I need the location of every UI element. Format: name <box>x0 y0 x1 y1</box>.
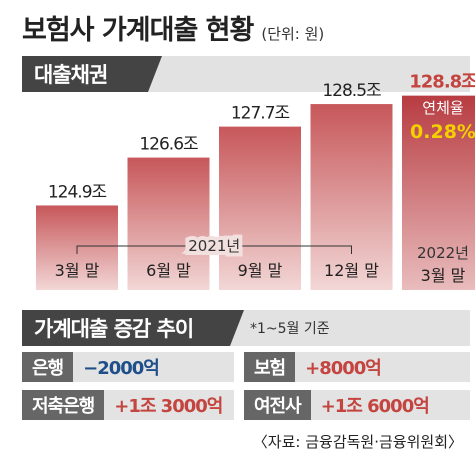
section1-band: 대출채권 <box>22 56 470 92</box>
category-label-2: 9월 말 <box>238 261 283 280</box>
year-label-2022: 2022년 <box>417 244 469 262</box>
bar-4 <box>402 95 475 290</box>
annotation-label: 연체율 <box>422 99 463 117</box>
change-savings-bank-label: 저축은행 <box>22 390 105 420</box>
category-label-4: 3월 말 <box>421 266 466 285</box>
change-bank-value: −2000억 <box>73 352 234 382</box>
change-insurance: 보험 +8000억 <box>244 352 470 382</box>
year-bracket-2021 <box>76 245 352 254</box>
bar-chart: 124.9조 126.6조 127.7조 128.5조 128.8조 3월 말 6월 말 9월… <box>36 72 475 290</box>
change-savings-bank: 저축은행 +1조 3000억 <box>22 390 234 420</box>
bar-value-label-0: 124.9조 <box>48 182 107 202</box>
change-credit-finance-label: 여전사 <box>244 390 311 420</box>
category-label-0: 3월 말 <box>55 261 100 280</box>
source-note: 〈자료: 금융감독원·금융위원회〉 <box>252 433 463 451</box>
change-insurance-value: +8000억 <box>295 352 470 382</box>
bar-value-label-1: 126.6조 <box>139 135 198 155</box>
bar-value-label-3: 128.5조 <box>322 81 381 101</box>
year-label-2021: 2021년 <box>188 237 240 255</box>
title-main: 보험사 가계대출 현황 <box>22 15 254 46</box>
title-unit: (단위: 원) <box>261 25 325 43</box>
section2-note: *1~5월 기준 <box>250 321 330 337</box>
bar-1 <box>127 157 210 290</box>
change-credit-finance-value: +1조 6000억 <box>310 390 470 420</box>
category-label-1: 6월 말 <box>146 261 191 280</box>
category-label-3: 12월 말 <box>324 261 379 280</box>
section1-tag: 대출채권 <box>22 56 162 92</box>
chart-title: 보험사 가계대출 현황 (단위: 원) <box>22 8 324 48</box>
change-bank-label: 은행 <box>22 352 74 382</box>
bar-2 <box>219 126 301 290</box>
bar-3 <box>310 104 393 290</box>
bar-value-label-4: 128.8조 <box>409 72 475 93</box>
section2-band: 가계대출 증감 추이 *1~5월 기준 <box>22 310 470 346</box>
change-savings-bank-value: +1조 3000억 <box>104 390 234 420</box>
bar-value-label-2: 127.7조 <box>231 104 290 124</box>
change-credit-finance: 여전사 +1조 6000억 <box>244 390 470 420</box>
change-bank: 은행 −2000억 <box>22 352 234 382</box>
annotation-value: 0.28% <box>410 121 475 143</box>
section2-tag: 가계대출 증감 추이 <box>22 310 244 346</box>
change-insurance-label: 보험 <box>244 352 296 382</box>
